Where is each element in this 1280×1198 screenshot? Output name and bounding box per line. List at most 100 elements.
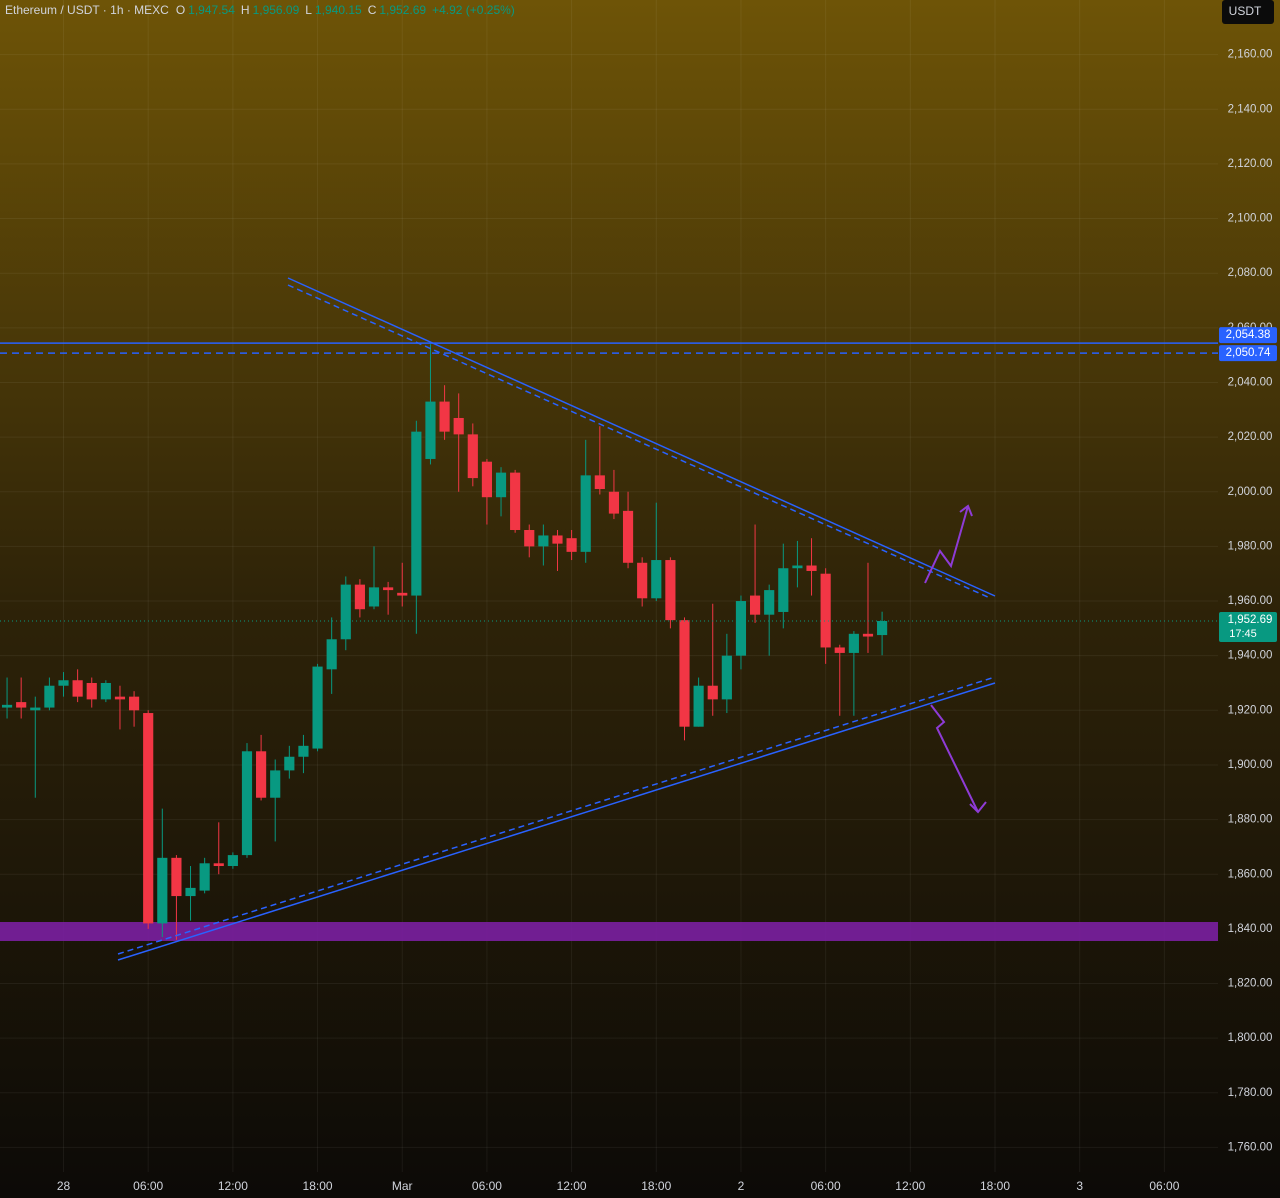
axes: 1,760.00 1,780.00 1,800.00 1,820.00 1,840.00… bbox=[57, 49, 1277, 1193]
candle-body bbox=[848, 633, 859, 653]
price-badge-label: 2,054.38 bbox=[1226, 329, 1271, 341]
candle-body bbox=[877, 620, 888, 636]
candle-body bbox=[453, 417, 464, 435]
y-tick-label: 1,940.00 bbox=[1228, 650, 1273, 662]
y-tick-label: 1,800.00 bbox=[1228, 1032, 1273, 1044]
legend-value: 1,940.15 bbox=[315, 3, 362, 17]
currency: USDT bbox=[1229, 4, 1262, 18]
y-tick-label: 1,780.00 bbox=[1228, 1087, 1273, 1099]
candle-body bbox=[185, 887, 196, 897]
candle-body bbox=[707, 685, 718, 700]
candle-body bbox=[566, 538, 577, 552]
y-tick-label: 1,920.00 bbox=[1228, 704, 1273, 716]
legend-value: 1,952.69 bbox=[379, 3, 426, 17]
candle-body bbox=[637, 562, 648, 599]
y-tick-label: 2,020.00 bbox=[1228, 431, 1273, 443]
arrow-head bbox=[969, 801, 987, 814]
candle-body bbox=[411, 431, 422, 596]
candle-body bbox=[594, 475, 605, 490]
chart-title: Ethereum / USDT · 1h · MEXC bbox=[5, 3, 169, 17]
trend-line bbox=[287, 277, 996, 597]
candle-body bbox=[425, 401, 436, 459]
x-tick-label: 06:00 bbox=[133, 1179, 163, 1193]
candle-body bbox=[820, 573, 831, 648]
candle-body bbox=[510, 472, 521, 530]
candle-body bbox=[467, 434, 478, 479]
y-tick-label: 2,040.00 bbox=[1228, 377, 1273, 389]
y-tick-label: 2,080.00 bbox=[1228, 267, 1273, 279]
candle-body bbox=[354, 584, 365, 610]
y-tick-label: 1,900.00 bbox=[1228, 759, 1273, 771]
candle-body bbox=[199, 863, 210, 891]
candle-body bbox=[312, 666, 323, 749]
currency-box bbox=[1222, 0, 1274, 24]
legend-key: H bbox=[241, 3, 250, 17]
last-price-label: 1,952.69 bbox=[1228, 614, 1273, 626]
x-tick-label: 18:00 bbox=[641, 1179, 671, 1193]
x-tick-label: 18:00 bbox=[980, 1179, 1010, 1193]
y-tick-label: 2,120.00 bbox=[1228, 158, 1273, 170]
last-price-badge bbox=[1219, 611, 1277, 642]
candle-body bbox=[495, 472, 507, 498]
candle-body bbox=[778, 568, 789, 612]
legend-key: L bbox=[305, 3, 312, 17]
legend-value: 1,956.09 bbox=[253, 3, 300, 17]
y-tick-label: 1,980.00 bbox=[1228, 540, 1273, 552]
candle-body bbox=[439, 401, 450, 432]
legend-value: 1,947.54 bbox=[188, 3, 235, 17]
y-tick-label: 2,160.00 bbox=[1228, 49, 1273, 61]
price-badge-label: 2,050.74 bbox=[1226, 347, 1271, 359]
y-tick-label: 1,840.00 bbox=[1228, 923, 1273, 935]
price-lines bbox=[0, 342, 1218, 622]
y-tick-label: 2,100.00 bbox=[1228, 213, 1273, 225]
candle-body bbox=[764, 590, 775, 615]
candle-body bbox=[86, 682, 97, 700]
candle-body bbox=[16, 702, 27, 708]
x-tick-label: 06:00 bbox=[811, 1179, 841, 1193]
candle-body bbox=[679, 620, 690, 727]
x-tick-label: 12:00 bbox=[218, 1179, 248, 1193]
candle-body bbox=[397, 592, 408, 596]
candle-body bbox=[834, 647, 845, 653]
y-tick-label: 1,760.00 bbox=[1228, 1141, 1273, 1153]
candle-body bbox=[241, 751, 253, 856]
candle-body bbox=[114, 696, 126, 700]
candle-body bbox=[862, 633, 874, 637]
candle-body bbox=[721, 655, 732, 700]
candle-body bbox=[651, 560, 662, 599]
candle-body bbox=[806, 565, 817, 571]
y-tick-label: 1,860.00 bbox=[1228, 868, 1273, 880]
candle-body bbox=[157, 857, 168, 924]
candle-body bbox=[608, 491, 620, 514]
candle-body bbox=[538, 535, 549, 547]
candle-body bbox=[749, 595, 761, 615]
candle-body bbox=[524, 529, 535, 547]
price-badge bbox=[1219, 327, 1277, 344]
legend: Ethereum / USDT · 1h · MEXC bbox=[5, 3, 169, 17]
candle-body bbox=[298, 745, 309, 757]
support-zone bbox=[0, 922, 1218, 941]
candle-body bbox=[735, 601, 747, 656]
arrow-up bbox=[924, 505, 969, 584]
candle-body bbox=[792, 565, 803, 569]
candle-body bbox=[284, 756, 295, 771]
x-tick-label: 3 bbox=[1076, 1179, 1083, 1193]
y-tick-label: 1,820.00 bbox=[1228, 978, 1273, 990]
candle-body bbox=[552, 535, 563, 544]
y-tick-label: 1,960.00 bbox=[1228, 595, 1273, 607]
y-tick-label: 2,140.00 bbox=[1228, 103, 1273, 115]
legend-key: O bbox=[176, 3, 185, 17]
candle-body bbox=[1, 704, 13, 708]
drawings bbox=[117, 277, 996, 961]
candle-body bbox=[128, 696, 140, 711]
trend-line bbox=[117, 682, 996, 961]
candles bbox=[1, 344, 888, 940]
trend-line bbox=[117, 676, 996, 955]
candle-body bbox=[227, 855, 238, 867]
x-tick-label: 18:00 bbox=[303, 1179, 333, 1193]
arrow-down bbox=[930, 704, 979, 813]
candle-body bbox=[383, 587, 394, 591]
candle-body bbox=[44, 685, 55, 708]
candle-body bbox=[171, 857, 182, 897]
candle-body bbox=[368, 587, 380, 607]
